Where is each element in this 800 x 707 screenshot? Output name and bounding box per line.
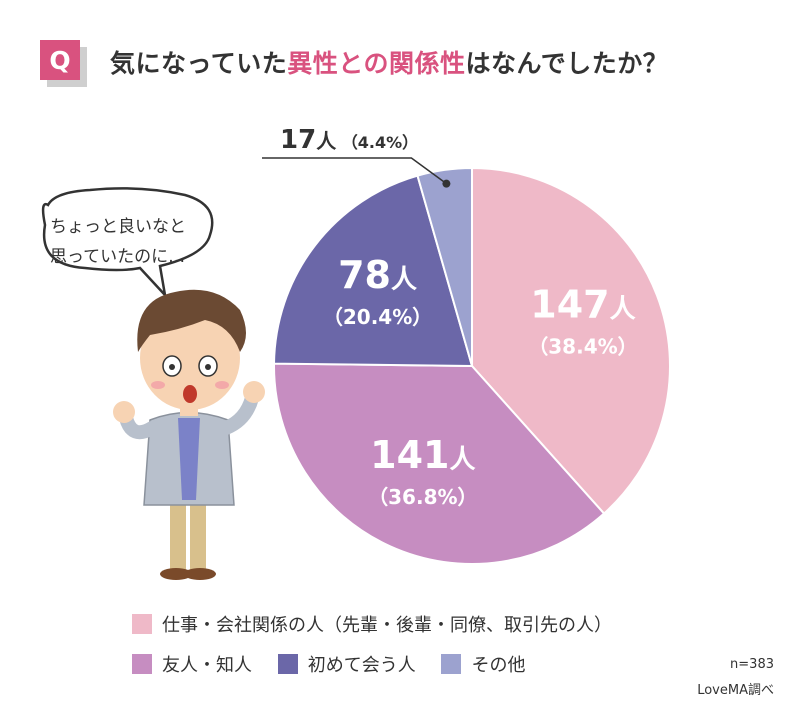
pie-slices [273,166,671,565]
title-part-1: 気になっていた [110,49,288,78]
character-illustration [41,187,265,580]
sample-size: n=383 [730,657,774,672]
legend-label-friend: 友人・知人 [162,655,252,676]
pie-slice-other [416,166,473,367]
character-leg-left [170,498,186,570]
speech-line-1: ちょっと良いなと [50,217,186,237]
character-hand-right [243,381,265,403]
speech-bubble [41,187,214,299]
character-shoe-right [184,568,216,580]
pie-count-label-first-meet: 78人 [338,253,417,297]
character-pupil-right [205,364,211,370]
pie-slice-work [471,166,671,515]
pie-labels: 147人 （38.4%） 141人 （36.8%） 78人 （20.4%） 17人 （4.4… [262,125,638,509]
character-blush-left [151,381,165,389]
character-arm-right [219,391,259,435]
question-badge: Q [40,40,80,80]
source-note: LoveMA調べ [697,683,774,698]
legend-label-other: その他 [471,655,526,676]
legend-swatch-friend [132,654,152,674]
page-title: 気になっていた異性との関係性はなんでしたか？ [110,44,668,80]
speech-line-2: 思っていたのに… [50,247,186,267]
character-leg-right [190,498,206,570]
character-mouth [183,385,197,403]
pie-slice-first-meet [273,174,474,368]
legend-item-work: 仕事・会社関係の人（先輩・後輩・同僚、取引先の人） [132,611,612,637]
character-blush-right [215,381,229,389]
pie-callout-label-other: 17人 （4.4%） [280,125,418,155]
pie-percent-label-friend: （36.8%） [368,485,477,509]
pie-slice-friend [273,362,606,565]
character-shirt [178,418,200,500]
character-pupil-left [169,364,175,370]
legend-label-work: 仕事・会社関係の人（先輩・後輩・同僚、取引先の人） [162,615,612,636]
title-highlight: 異性との関係性 [287,49,466,78]
character-hair [137,289,246,352]
callout-line-other [262,157,447,185]
character-shoe-left [160,568,192,580]
legend-swatch-first-meet [277,654,298,674]
character-hand-left [113,401,135,423]
legend-item-friend: 友人・知人 [132,651,252,677]
pie-percent-label-work: （38.4%） [528,335,637,359]
pie-percent-label-first-meet: （20.4%） [323,305,432,329]
legend-swatch-work [132,614,152,634]
speech-bubble-text: ちょっと良いなと 思っていたのに… [50,212,186,272]
pie-count-label-friend: 141人 [370,433,475,477]
pie-count-label-work: 147人 [530,283,635,327]
legend-label-first-meet: 初めて会う人 [307,655,416,676]
legend-swatch-other [441,654,462,674]
legend-item-first-meet: 初めて会う人 [277,651,416,677]
legend-row-1: 仕事・会社関係の人（先輩・後輩・同僚、取引先の人） [132,611,632,639]
title-part-2: はなんでしたか？ [465,49,669,78]
legend-item-other: その他 [441,651,525,677]
legend-row-2: 友人・知人 初めて会う人 その他 [132,651,545,679]
